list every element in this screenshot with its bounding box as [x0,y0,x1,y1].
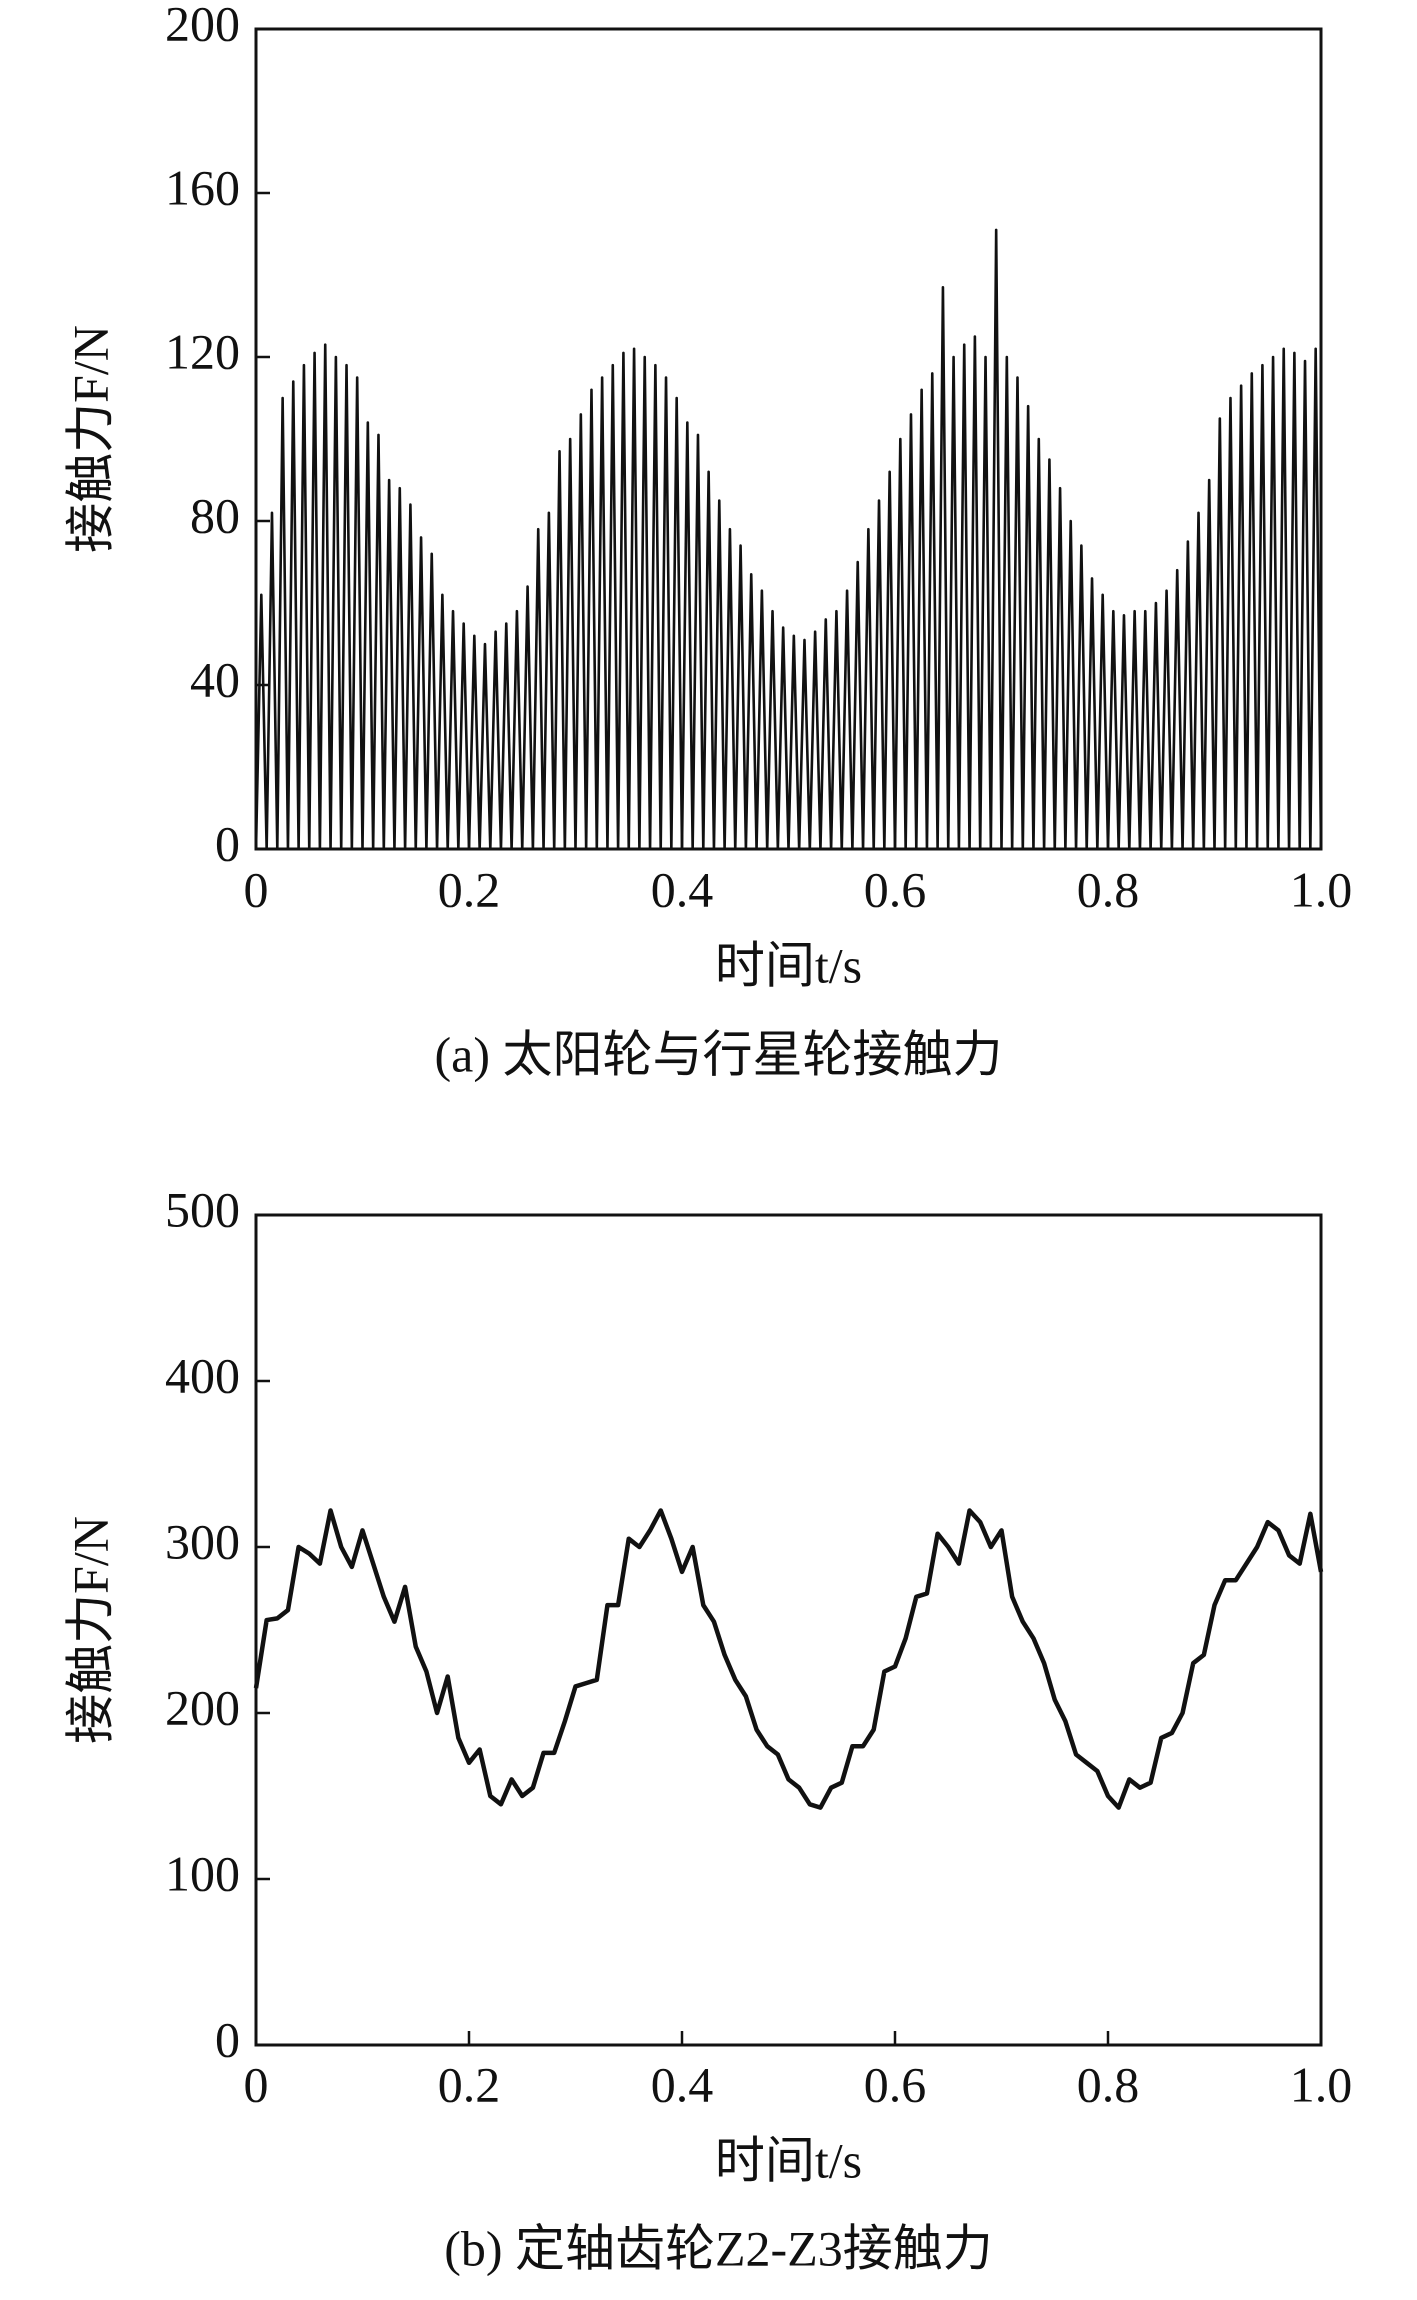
y-tick-label: 100 [165,1845,240,1901]
y-tick-label: 160 [165,159,240,215]
x-tick-label: 0.2 [438,2056,501,2112]
y-tick-label: 0 [215,2011,240,2067]
data-line [253,1508,1324,1810]
x-tick-label: 1.0 [1290,861,1353,917]
x-tick-label: 0.2 [438,861,501,917]
y-tick-label: 80 [190,487,240,543]
plot-frame [254,1213,1323,2047]
x-tick-label: 0 [244,2056,269,2112]
y-tick-label: 400 [165,1347,240,1403]
y-tick-label: 120 [165,323,240,379]
y-tick-label: 500 [165,1181,240,1237]
caption: (b) 定轴齿轮Z2-Z3接触力 [444,2220,993,2276]
y-tick-label: 0 [215,815,240,871]
x-tick-label: 0.4 [651,2056,714,2112]
x-tick-label: 0.8 [1077,861,1140,917]
x-tick-label: 0 [244,861,269,917]
data-line [254,228,1323,851]
x-tick-label: 0.6 [864,861,927,917]
x-tick-label: 0.4 [651,861,714,917]
x-tick-label: 0.8 [1077,2056,1140,2112]
y-axis-label: 接触力F/N [62,1516,118,1744]
y-tick-label: 200 [165,1679,240,1735]
x-axis-label: 时间t/s [715,937,862,993]
y-axis-label: 接触力F/N [62,325,118,553]
y-tick-label: 200 [165,0,240,51]
y-tick-label: 40 [190,651,240,707]
y-tick-label: 300 [165,1513,240,1569]
caption: (a) 太阳轮与行星轮接触力 [435,1026,1003,1082]
x-axis-label: 时间t/s [715,2132,862,2188]
x-tick-label: 0.6 [864,2056,927,2112]
x-tick-label: 1.0 [1290,2056,1353,2112]
plot-frame [254,27,1323,851]
